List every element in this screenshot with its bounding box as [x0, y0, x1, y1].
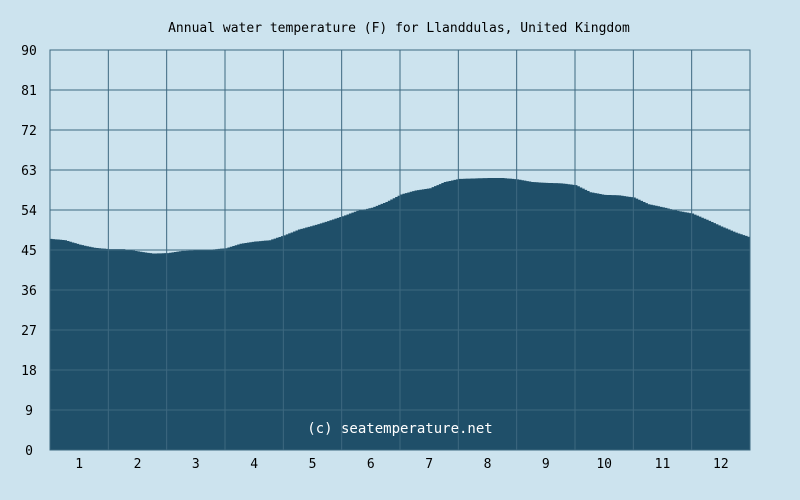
y-tick-label: 18	[21, 364, 37, 379]
x-tick-label: 11	[655, 457, 671, 472]
plot-frame	[49, 49, 751, 451]
y-tick-label: 36	[21, 284, 37, 299]
x-tick-label: 7	[425, 457, 433, 472]
x-tick-label: 8	[484, 457, 492, 472]
x-tick-label: 4	[250, 457, 258, 472]
y-tick-label: 9	[25, 404, 33, 419]
y-tick-label: 63	[21, 164, 37, 179]
x-tick-label: 1	[75, 457, 83, 472]
y-tick-label: 0	[25, 444, 33, 459]
y-tick-label: 45	[21, 244, 37, 259]
y-tick-label: 90	[21, 44, 37, 59]
y-tick-label: 72	[21, 124, 37, 139]
x-tick-label: 3	[192, 457, 200, 472]
x-tick-label: 9	[542, 457, 550, 472]
y-tick-label: 81	[21, 84, 37, 99]
x-tick-label: 12	[713, 457, 729, 472]
chart-title: Annual water temperature (F) for Llanddu…	[168, 21, 630, 36]
x-tick-label: 6	[367, 457, 375, 472]
y-tick-label: 54	[21, 204, 37, 219]
watermark: (c) seatemperature.net	[307, 421, 492, 437]
x-tick-label: 2	[134, 457, 142, 472]
x-tick-label: 10	[596, 457, 612, 472]
x-tick-label: 5	[309, 457, 317, 472]
y-tick-label: 27	[21, 324, 37, 339]
